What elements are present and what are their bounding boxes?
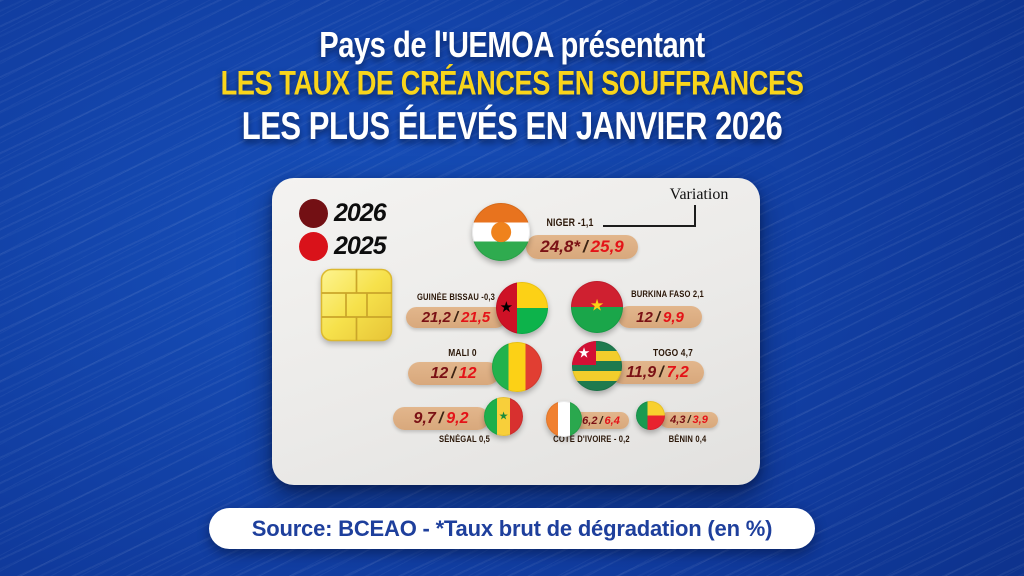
value-pill-mali: 12/12 [408, 362, 499, 385]
country-label-niger: NIGER -1,1 [546, 217, 594, 229]
title-line-1: Pays de l'UEMOA présentant [319, 23, 705, 66]
benin-flag-icon [636, 401, 665, 430]
legend-label-2025: 2025 [334, 232, 387, 260]
card-chip-icon [320, 268, 393, 342]
value-pill-benin: 4,3/3,9 [660, 412, 718, 428]
variation-label: Variation [669, 186, 729, 203]
source-text: Source: BCEAO - *Taux brut de dégradatio… [251, 515, 773, 541]
senegal-flag-icon: ★ [484, 397, 523, 436]
data-card: 2026 2025 Variation [272, 178, 760, 485]
value-pill-guinee-bissau: 21,2/21,5 [406, 307, 506, 328]
guinea-bissau-flag-icon: ★ [496, 282, 548, 334]
variation-connector-horizontal [603, 225, 696, 227]
togo-flag-icon: ★ [572, 341, 622, 391]
legend-dot-2025 [299, 232, 328, 261]
country-label-cote-divoire: CÔTE D'IVOIRE - 0,2 [553, 434, 630, 445]
value-pill-togo: 11,9/7,2 [611, 361, 704, 384]
country-label-senegal: SÉNÉGAL 0,5 [438, 434, 491, 445]
value-pill-senegal: 9,7/9,2 [393, 407, 489, 430]
country-label-guinee-bissau: GUINÉE BISSAU -0,3 [416, 292, 496, 303]
value-pill-cote-divoire: 6,2/6,4 [573, 412, 629, 429]
title-line-3: LES PLUS ÉLEVÉS EN JANVIER 2026 [241, 103, 783, 148]
burkina-faso-flag-icon: ★ [571, 281, 623, 333]
source-pill: Source: BCEAO - *Taux brut de dégradatio… [209, 508, 815, 549]
legend-dot-2026 [299, 199, 328, 228]
variation-connector-vertical [694, 205, 696, 227]
country-label-mali: MALI 0 [448, 347, 477, 359]
title-line-2: LES TAUX DE CRÉANCES EN SOUFFRANCES [220, 65, 804, 103]
niger-flag-icon [472, 203, 530, 261]
value-pill-burkina-faso: 12/9,9 [618, 306, 702, 328]
country-label-benin: BÉNIN 0,4 [668, 434, 707, 445]
cote-divoire-flag-icon [546, 401, 582, 437]
mali-flag-icon [492, 342, 542, 392]
legend-label-2026: 2026 [334, 199, 387, 227]
country-label-togo: TOGO 4,7 [653, 347, 693, 359]
value-pill-niger: 24,8*/25,9 [526, 235, 638, 259]
country-label-burkina-faso: BURKINA FASO 2,1 [631, 289, 704, 300]
